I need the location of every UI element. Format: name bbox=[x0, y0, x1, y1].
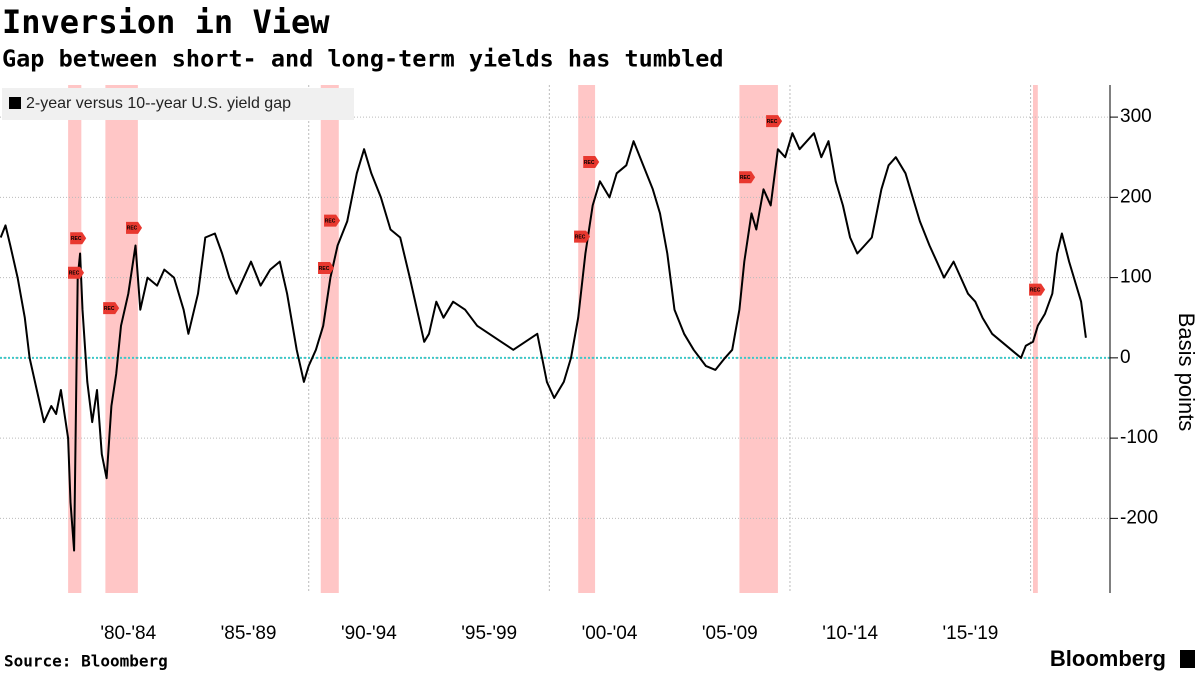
chart-title: Inversion in View bbox=[2, 3, 330, 41]
rec-label: REC bbox=[575, 235, 586, 241]
y-tick-label: -200 bbox=[1120, 507, 1158, 528]
y-tick-label: -100 bbox=[1120, 427, 1158, 448]
recession-band bbox=[68, 85, 82, 593]
y-axis-title: Basis points bbox=[1174, 313, 1199, 432]
x-tick-label: '10-'14 bbox=[822, 623, 878, 644]
rec-label: REC bbox=[71, 236, 82, 242]
y-tick-label: 0 bbox=[1120, 347, 1131, 368]
rec-label: REC bbox=[325, 218, 336, 224]
rec-annotation: REC bbox=[583, 156, 600, 169]
rec-annotation: REC bbox=[574, 230, 591, 243]
legend-label: 2-year versus 10--year U.S. yield gap bbox=[26, 95, 291, 112]
rec-label: REC bbox=[1030, 287, 1041, 293]
x-tick-label: '15-'19 bbox=[943, 623, 999, 644]
legend-swatch bbox=[9, 97, 21, 109]
rec-tag bbox=[1029, 283, 1046, 296]
rec-label: REC bbox=[69, 271, 80, 277]
y-tick-label: 100 bbox=[1120, 267, 1152, 288]
rec-annotation: REC bbox=[318, 261, 335, 274]
rec-tag bbox=[766, 115, 783, 128]
x-tick-label: '00-'04 bbox=[582, 623, 638, 644]
rec-tag bbox=[583, 156, 600, 169]
rec-tag bbox=[324, 214, 341, 227]
rec-label: REC bbox=[584, 160, 595, 166]
rec-annotation: REC bbox=[739, 171, 756, 184]
logo-icon bbox=[1180, 650, 1195, 668]
rec-tag bbox=[126, 221, 143, 234]
source: Source: Bloomberg bbox=[4, 652, 168, 671]
x-tick-label: '80-'84 bbox=[100, 623, 156, 644]
legend-box bbox=[2, 88, 354, 120]
rec-tag bbox=[739, 171, 756, 184]
y-tick-label: 200 bbox=[1120, 186, 1152, 207]
legend: 2-year versus 10--year U.S. yield gap bbox=[2, 88, 354, 120]
rec-label: REC bbox=[104, 306, 115, 312]
rec-label: REC bbox=[127, 226, 138, 232]
rec-label: REC bbox=[740, 175, 751, 181]
recession-band bbox=[105, 85, 138, 593]
x-tick-label: '05-'09 bbox=[702, 623, 758, 644]
rec-annotation: REC bbox=[1029, 283, 1046, 296]
recession-band bbox=[320, 85, 339, 593]
x-tick-label: '85-'89 bbox=[221, 623, 277, 644]
rec-annotation: REC bbox=[68, 266, 85, 279]
rec-annotation: REC bbox=[766, 115, 783, 128]
recession-band bbox=[1033, 85, 1038, 593]
rec-annotation: REC bbox=[324, 214, 341, 227]
rec-annotation: REC bbox=[70, 232, 87, 245]
rec-annotation: REC bbox=[103, 302, 120, 315]
rec-tag bbox=[574, 230, 591, 243]
recession-band bbox=[739, 85, 778, 593]
rec-tag bbox=[68, 266, 85, 279]
rec-annotation: REC bbox=[126, 221, 143, 234]
series-line bbox=[0, 132, 1087, 552]
rec-tag bbox=[103, 302, 120, 315]
x-tick-label: '90-'94 bbox=[341, 623, 397, 644]
chart-subtitle: Gap between short- and long-term yields … bbox=[2, 45, 724, 73]
rec-tag bbox=[318, 261, 335, 274]
rec-tag bbox=[70, 232, 87, 245]
rec-label: REC bbox=[319, 266, 330, 272]
y-tick-label: 300 bbox=[1120, 106, 1152, 127]
x-tick-label: '95-'99 bbox=[461, 623, 517, 644]
rec-label: REC bbox=[767, 119, 778, 125]
branding: Bloomberg bbox=[1050, 646, 1166, 671]
